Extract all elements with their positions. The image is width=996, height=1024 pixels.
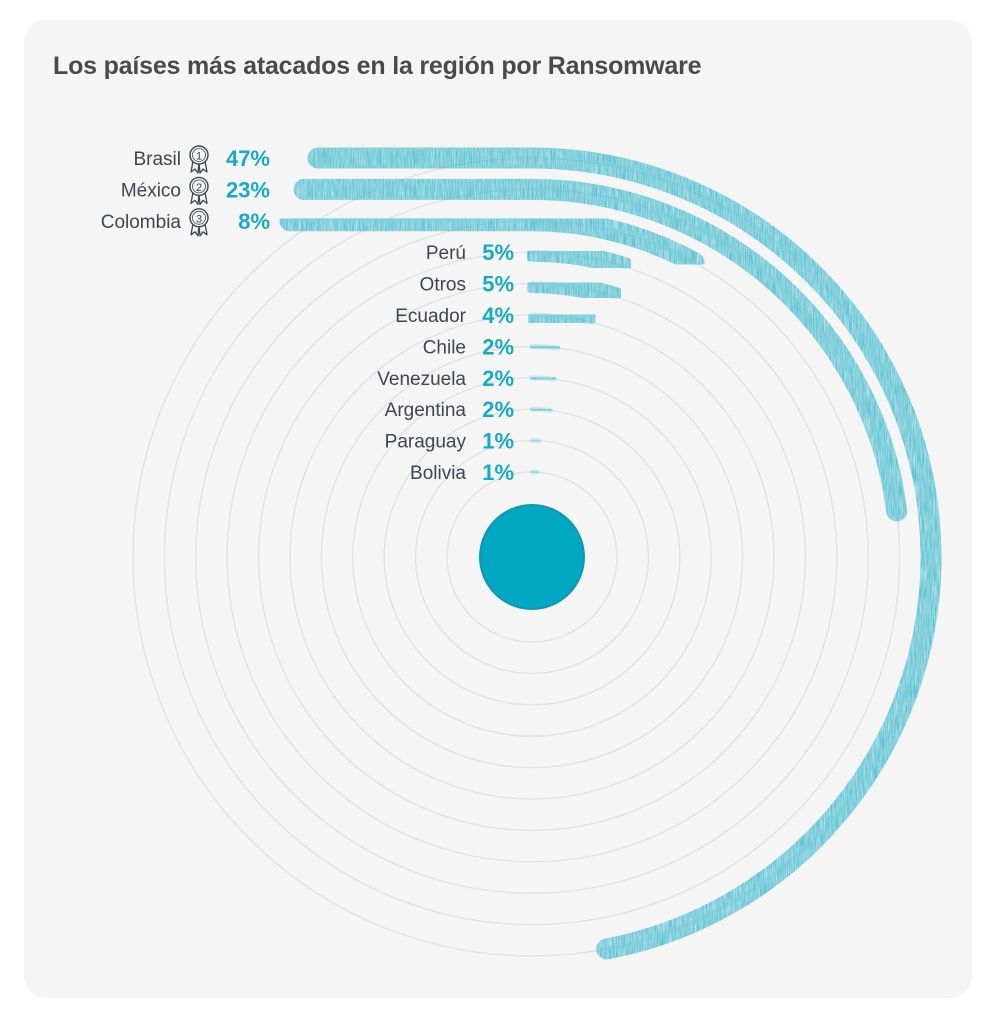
country-label: Bolivia	[410, 463, 466, 484]
bar-highlight	[529, 344, 561, 351]
value-label: 5%	[482, 272, 514, 297]
value-label: 2%	[482, 334, 514, 359]
bar-highlight	[301, 186, 900, 514]
bar-highlight	[529, 375, 557, 382]
value-label: 1%	[482, 429, 514, 454]
bar-brasil	[307, 147, 942, 960]
value-label: 23%	[226, 177, 270, 202]
value-label: 4%	[482, 303, 514, 328]
rank-number: 3	[196, 213, 202, 225]
rank-medal-icon: 2	[189, 176, 209, 206]
country-label: Argentina	[385, 400, 467, 421]
bar-perú	[522, 242, 636, 277]
bar-highlight	[315, 155, 934, 952]
bar-méxico	[293, 178, 908, 522]
rank-medal-icon: 1	[189, 145, 209, 174]
bar-chile	[522, 336, 568, 358]
bar-highlight	[529, 312, 595, 325]
country-label: Chile	[423, 337, 466, 358]
bar-highlight	[529, 406, 553, 413]
value-label: 2%	[482, 397, 514, 422]
value-label: 47%	[226, 146, 270, 171]
country-label: Ecuador	[395, 306, 466, 327]
bar-highlight	[287, 218, 697, 266]
country-label: Paraguay	[385, 432, 467, 453]
bar-highlight	[529, 249, 629, 270]
value-label: 1%	[482, 460, 514, 485]
country-label: Venezuela	[377, 369, 466, 390]
labels-group: 47% 1 Brasil 23% 2 México 8% 3 Colombia 5% Perú 5% O…	[101, 145, 514, 485]
bar-ecuador	[522, 305, 602, 333]
bars-group	[279, 147, 942, 960]
country-label: México	[121, 180, 181, 201]
bar-highlight	[529, 281, 619, 300]
center-circle	[479, 504, 585, 610]
bar-colombia	[279, 210, 705, 273]
bar-otros	[522, 274, 626, 307]
rank-number: 2	[196, 182, 202, 194]
country-label: Perú	[426, 243, 466, 264]
bar-argentina	[522, 399, 561, 420]
chart-title: Los países más atacados en la región por…	[53, 52, 702, 80]
rank-medal-icon: 3	[189, 208, 209, 237]
value-label: 5%	[482, 240, 514, 265]
country-label: Brasil	[133, 149, 181, 170]
country-label: Otros	[420, 275, 466, 296]
value-label: 8%	[238, 209, 270, 234]
bar-venezuela	[522, 368, 564, 389]
rank-number: 1	[196, 151, 202, 163]
value-label: 2%	[482, 366, 514, 391]
country-label: Colombia	[101, 212, 182, 233]
